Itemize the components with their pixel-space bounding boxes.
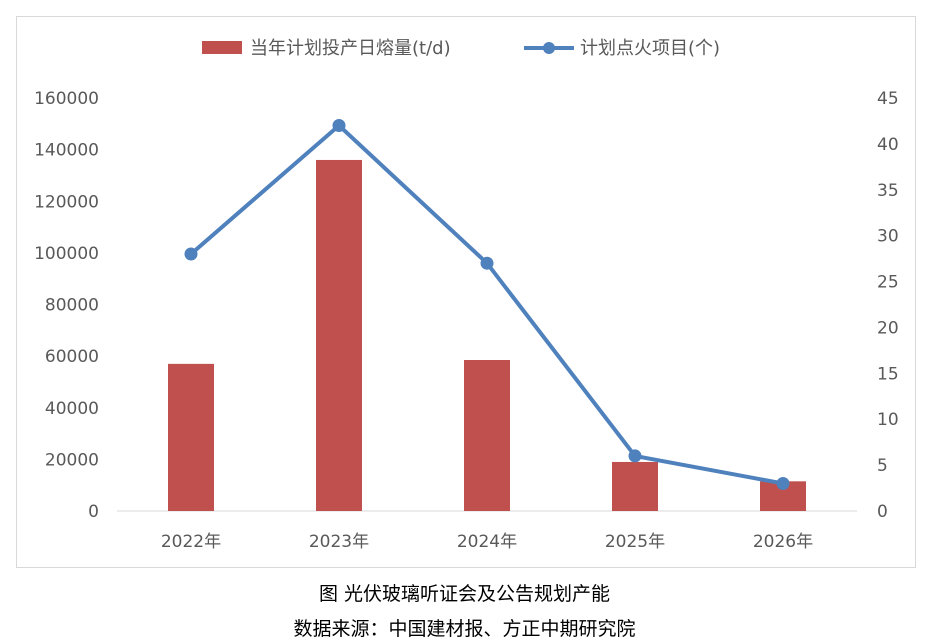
x-axis-tick-label: 2025年 xyxy=(605,532,665,552)
x-axis: 2022年 2023年 2024年 2025年 2026年 xyxy=(161,532,813,552)
line-point-3 xyxy=(480,256,494,270)
left-axis-tick-label: 140000 xyxy=(34,141,99,161)
left-axis-tick-label: 160000 xyxy=(34,89,99,109)
legend-swatch-marker xyxy=(543,42,555,54)
right-axis-tick-label: 20 xyxy=(877,318,899,338)
right-axis-tick-label: 0 xyxy=(877,502,888,522)
line-point-4 xyxy=(628,449,642,463)
right-axis-tick-label: 15 xyxy=(877,364,899,384)
left-axis-tick-label: 40000 xyxy=(45,399,99,419)
right-axis-tick-label: 30 xyxy=(877,227,899,247)
line-point-2 xyxy=(332,119,346,133)
right-axis-tick-label: 25 xyxy=(877,273,899,293)
right-axis-tick-label: 5 xyxy=(877,456,888,476)
line-point-1 xyxy=(184,247,198,261)
left-axis-tick-label: 100000 xyxy=(34,244,99,264)
right-axis-tick-label: 10 xyxy=(877,410,899,430)
left-axis-tick-label: 80000 xyxy=(45,296,99,316)
right-axis: 0 5 10 15 20 25 30 35 40 45 xyxy=(877,89,899,522)
x-axis-tick-label: 2022年 xyxy=(161,532,221,552)
legend-swatch-bar xyxy=(202,41,242,54)
bar-1 xyxy=(168,363,214,511)
line-point-5 xyxy=(776,476,790,490)
x-axis-tick-label: 2023年 xyxy=(309,532,369,552)
left-axis-tick-label: 20000 xyxy=(45,450,99,470)
left-axis-tick-label: 120000 xyxy=(34,192,99,212)
line-series xyxy=(184,119,790,490)
data-source-note: 数据来源：中国建材报、方正中期研究院 xyxy=(293,618,636,640)
chart-svg: 当年计划投产日熔量(t/d) 计划点火项目(个) 0 20000 40000 6000… xyxy=(34,38,899,552)
legend: 当年计划投产日熔量(t/d) 计划点火项目(个) xyxy=(202,38,720,59)
chart-frame: 当年计划投产日熔量(t/d) 计划点火项目(个) 0 20000 40000 6000… xyxy=(16,16,916,568)
left-axis-tick-label: 0 xyxy=(88,502,99,522)
x-axis-tick-label: 2026年 xyxy=(753,532,813,552)
legend-label-line: 计划点火项目(个) xyxy=(580,38,720,59)
left-axis: 0 20000 40000 60000 80000 100000 120000 140000 1… xyxy=(34,89,99,522)
left-axis-tick-label: 60000 xyxy=(45,347,99,367)
right-axis-tick-label: 40 xyxy=(877,135,899,155)
bar-2 xyxy=(316,159,362,511)
bar-3 xyxy=(464,359,510,511)
bar-4 xyxy=(612,461,658,511)
legend-label-bar: 当年计划投产日熔量(t/d) xyxy=(250,38,451,59)
right-axis-tick-label: 45 xyxy=(877,89,899,109)
bar-series xyxy=(168,159,806,511)
right-axis-tick-label: 35 xyxy=(877,181,899,201)
x-axis-tick-label: 2024年 xyxy=(457,532,517,552)
figure-caption: 图 光伏玻璃听证会及公告规划产能 xyxy=(318,583,611,605)
